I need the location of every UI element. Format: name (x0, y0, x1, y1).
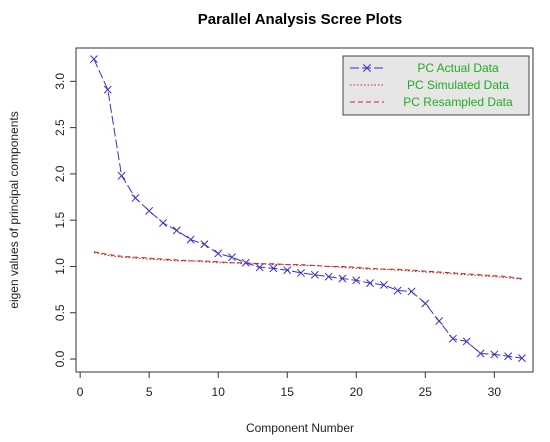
data-point (504, 352, 513, 361)
data-point (159, 219, 167, 227)
x-tick-label: 25 (419, 385, 433, 399)
plot-frame (75, 47, 534, 373)
x-tick-label: 10 (212, 385, 226, 399)
data-point (324, 272, 333, 281)
x-tick-label: 15 (281, 385, 295, 399)
data-point (338, 274, 347, 283)
x-axis-label: Component Number (246, 421, 354, 435)
series-markers-0 (89, 55, 526, 363)
data-point (310, 270, 319, 279)
data-point (421, 299, 430, 308)
data-point (379, 281, 388, 289)
data-point (490, 350, 499, 359)
y-tick-label: 0.5 (53, 304, 67, 321)
data-point (145, 206, 154, 215)
data-point (89, 55, 98, 64)
data-point (448, 334, 457, 343)
y-tick-label: 1.0 (53, 258, 67, 275)
data-point (476, 349, 485, 358)
series-layer (89, 55, 526, 363)
y-axis-label: eigen values of principal components (7, 111, 21, 308)
y-tick-label: 0.0 (53, 350, 67, 367)
y-axis: 0.0 0.5 1.0 1.5 2.0 2.5 3.0 (53, 73, 76, 367)
data-point (131, 194, 140, 202)
series-line-1 (93, 252, 523, 280)
data-point (435, 317, 444, 326)
legend-items: PC Actual Data PC Simulated Data PC Resamp… (350, 61, 513, 109)
legend-marker-0 (363, 64, 371, 72)
x-tick-label: 30 (488, 385, 502, 399)
legend-box (342, 55, 530, 116)
data-point (172, 226, 181, 235)
chart-title: Parallel Analysis Scree Plots (198, 11, 403, 28)
x-tick-label: 20 (350, 385, 364, 399)
y-tick-label: 2.5 (53, 119, 67, 136)
data-point (393, 286, 402, 295)
data-point (186, 235, 195, 244)
y-tick-label: 1.5 (53, 212, 67, 229)
data-point (103, 85, 112, 94)
x-tick-label: 5 (146, 385, 153, 399)
legend-label-1: PC Simulated Data (407, 78, 509, 92)
x-tick-label: 0 (77, 385, 84, 399)
y-tick-label: 2.0 (53, 165, 67, 182)
data-point (297, 268, 306, 277)
data-point (462, 337, 471, 346)
data-point (117, 171, 126, 180)
data-point (255, 263, 264, 272)
data-point (228, 253, 236, 262)
legend-label-2: PC Resampled Data (403, 95, 513, 109)
data-point (283, 266, 292, 275)
data-point (407, 287, 416, 296)
data-point (200, 240, 209, 249)
data-point (241, 258, 250, 267)
data-point (518, 354, 526, 363)
y-tick-label: 3.0 (53, 73, 67, 90)
data-point (366, 279, 375, 288)
data-point (269, 264, 278, 273)
x-axis: 0 5 10 15 20 25 30 (77, 372, 502, 399)
data-point (214, 249, 223, 258)
legend: PC Actual Data PC Simulated Data PC Resamp… (342, 55, 530, 116)
legend-label-0: PC Actual Data (417, 61, 499, 75)
data-point (352, 276, 361, 285)
